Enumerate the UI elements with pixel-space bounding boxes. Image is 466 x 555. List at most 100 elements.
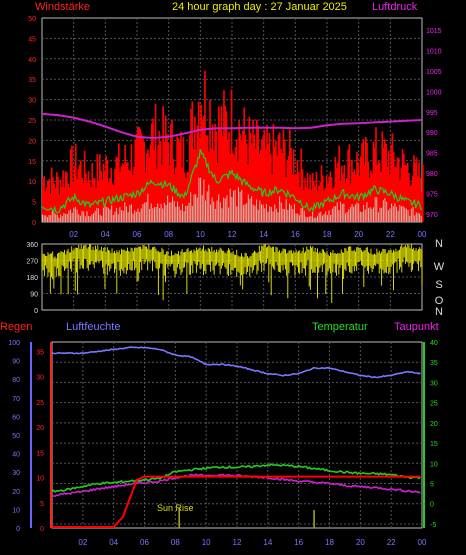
wind-gust-bar — [74, 143, 77, 222]
wind-calm-bar — [321, 215, 323, 222]
wind-gust-bar — [53, 183, 56, 222]
wind-gust-bar — [230, 89, 233, 222]
wind-gust-bar — [420, 191, 423, 222]
wind-calm-bar — [60, 214, 62, 222]
humidity-tick: 30 — [12, 470, 20, 477]
wind-gust-bar — [416, 176, 419, 222]
wind-calm-bar — [112, 215, 114, 222]
wind-gust-bar — [291, 174, 294, 222]
wind-gust-bar — [253, 134, 256, 222]
wind-gust-bar — [422, 164, 424, 222]
direction-tick: 270 — [26, 259, 38, 266]
windstaerke-tick: 35 — [28, 77, 36, 84]
wind-gust-bar — [361, 143, 363, 222]
wind-gust-bar — [137, 126, 139, 222]
wind-calm-bar — [315, 217, 317, 222]
wind-calm-bar — [170, 202, 172, 222]
wind-calm-bar — [55, 214, 57, 222]
wind-calm-bar — [252, 204, 254, 222]
wind-gust-bar — [180, 131, 182, 222]
wind-calm-bar — [349, 207, 351, 222]
wind-calm-bar — [68, 210, 70, 222]
windstaerke-tick: 0 — [32, 220, 36, 227]
temperature-tick: 10 — [430, 461, 438, 468]
wind-calm-bar — [79, 215, 81, 222]
wind-gust-bar — [263, 129, 266, 222]
direction-tick: 360 — [26, 242, 38, 249]
wind-gust-bar — [413, 155, 415, 222]
wind-calm-bar — [412, 207, 414, 222]
wind-gust-bar — [213, 150, 215, 222]
wind-gust-bar — [87, 171, 90, 222]
wind-calm-bar — [214, 209, 216, 222]
wind-calm-bar — [259, 200, 261, 222]
p1-x-tick: 16 — [291, 230, 300, 239]
wind-calm-bar — [226, 195, 228, 222]
wind-gust-bar — [248, 116, 251, 222]
wind-gust-bar — [348, 144, 351, 222]
wind-calm-bar — [275, 208, 277, 222]
wind-calm-bar — [58, 217, 60, 222]
wind-calm-bar — [175, 206, 177, 222]
wind-calm-bar — [361, 211, 363, 222]
p3-x-tick: 20 — [356, 538, 365, 547]
wind-gust-bar — [392, 152, 395, 222]
rain-tick: 35 — [36, 349, 44, 356]
wind-calm-bar — [376, 197, 378, 222]
wind-gust-bar — [107, 182, 110, 222]
wind-calm-bar — [69, 209, 71, 222]
wind-gust-bar — [308, 188, 310, 222]
wind-gust-bar — [257, 125, 259, 222]
luftdruck-label: Luftdruck — [372, 1, 418, 13]
wind-calm-bar — [295, 213, 297, 222]
wind-gust-bar — [283, 139, 286, 222]
wind-gust-bar — [292, 148, 295, 222]
wind-gust-bar — [147, 149, 149, 222]
wind-gust-bar — [95, 188, 97, 222]
wind-gust-bar — [397, 158, 400, 222]
windstaerke-tick: 30 — [28, 98, 36, 105]
wind-gust-bar — [277, 134, 280, 222]
wind-gust-bar — [120, 166, 123, 222]
wind-calm-bar — [114, 211, 116, 222]
wind-gust-bar — [249, 132, 252, 222]
dewpoint-line — [51, 473, 421, 498]
wind-calm-bar — [101, 216, 103, 222]
wind-calm-bar — [185, 205, 187, 222]
wind-gust-bar — [195, 149, 197, 222]
wind-gust-bar — [403, 153, 405, 222]
p3-x-tick: 04 — [109, 538, 118, 547]
wind-calm-bar — [379, 207, 381, 222]
wind-calm-bar — [331, 208, 333, 222]
wind-gust-bar — [81, 177, 83, 222]
wind-gust-bar — [99, 154, 101, 222]
wind-calm-bar — [420, 215, 422, 222]
wind-calm-bar — [172, 196, 174, 222]
wind-calm-bar — [368, 208, 370, 222]
wind-gust-bar — [191, 101, 194, 222]
wind-calm-bar — [42, 214, 43, 222]
wind-calm-bar — [130, 204, 132, 222]
wind-gust-bar — [299, 186, 301, 222]
wind-gust-bar — [401, 149, 404, 222]
wind-calm-bar — [91, 214, 93, 222]
wind-calm-bar — [125, 206, 127, 222]
luftdruck-tick: 990 — [426, 130, 438, 137]
wind-gust-bar — [362, 139, 365, 222]
wind-gust-bar — [85, 173, 87, 222]
wind-gust-bar — [281, 153, 284, 222]
p1-x-tick: 10 — [196, 230, 205, 239]
wind-calm-bar — [65, 213, 67, 222]
humidity-tick: 80 — [12, 377, 20, 384]
wind-calm-bar — [382, 200, 384, 222]
wind-calm-bar — [392, 206, 394, 222]
wind-calm-bar — [89, 216, 91, 222]
wind-calm-bar — [228, 207, 230, 222]
wind-gust-bar — [275, 141, 277, 222]
wind-calm-bar — [242, 205, 244, 222]
wind-gust-bar — [325, 175, 328, 222]
wind-gust-bar — [251, 143, 253, 222]
wind-gust-bar — [44, 191, 47, 222]
wind-calm-bar — [387, 210, 389, 222]
wind-gust-bar — [172, 158, 175, 222]
